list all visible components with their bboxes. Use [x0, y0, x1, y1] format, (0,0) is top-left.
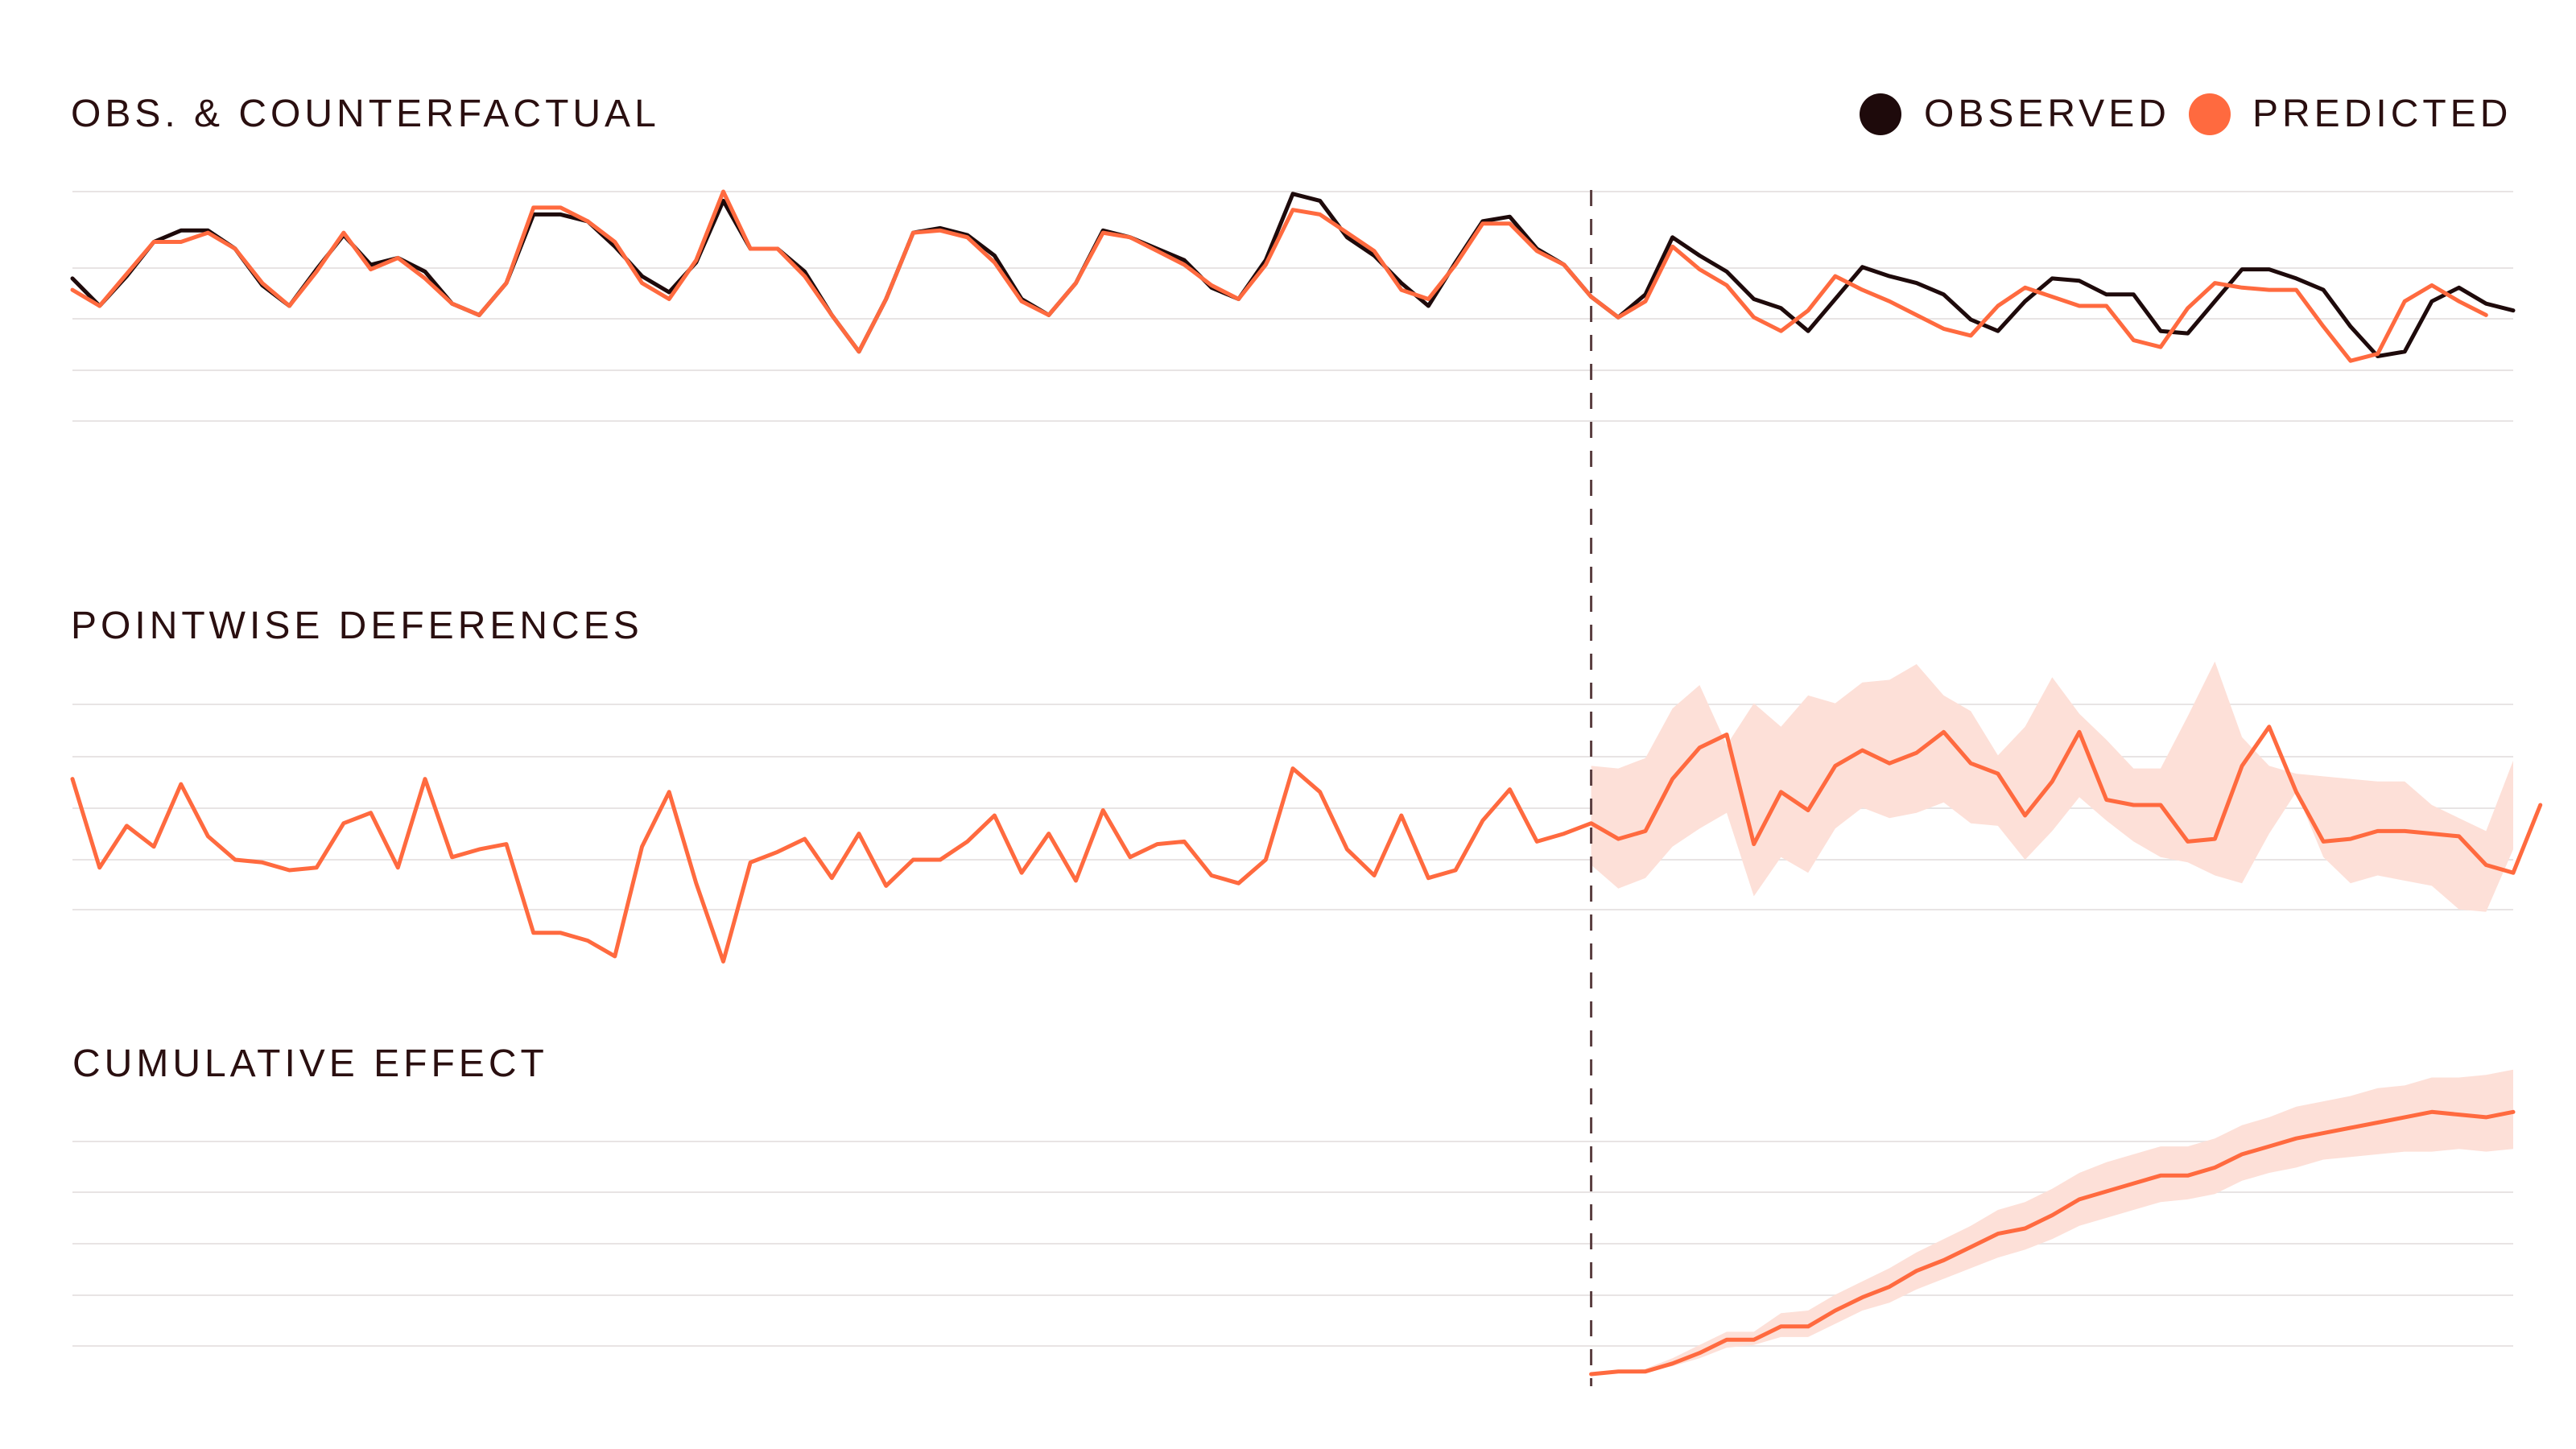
gridlines-panel-2	[72, 704, 2513, 910]
panel-cumulative-effect: CUMULATIVE EFFECT	[72, 1042, 2516, 1377]
legend-label-predicted: PREDICTED	[2252, 93, 2512, 135]
legend-dot-predicted	[2189, 93, 2231, 135]
series-line-pointwise	[70, 724, 2543, 964]
legend: OBSERVED PREDICTED	[1860, 93, 2512, 135]
series-marks-panel-3	[1589, 1069, 2516, 1377]
series-lines-panel-1	[70, 189, 2516, 363]
legend-label-observed: OBSERVED	[1924, 93, 2170, 135]
uncertainty-band	[1591, 661, 2513, 912]
gridlines-panel-1	[72, 191, 2513, 422]
panel-pointwise-differences: POINTWISE DEFERENCES	[70, 605, 2543, 964]
series-line-predicted	[70, 189, 2488, 363]
panel-title-cumulative: CUMULATIVE EFFECT	[72, 1042, 548, 1085]
series-marks-panel-2	[70, 661, 2543, 964]
panel-title-pointwise: POINTWISE DEFERENCES	[71, 605, 643, 647]
panel-title-observed-counterfactual: OBS. & COUNTERFACTUAL	[71, 93, 660, 135]
panel-observed-counterfactual: OBS. & COUNTERFACTUAL	[70, 93, 2516, 422]
series-line-observed	[70, 192, 2516, 358]
series-line-cumulative	[1589, 1109, 2516, 1377]
legend-dot-observed	[1860, 93, 1901, 135]
uncertainty-band	[1591, 1069, 2513, 1374]
